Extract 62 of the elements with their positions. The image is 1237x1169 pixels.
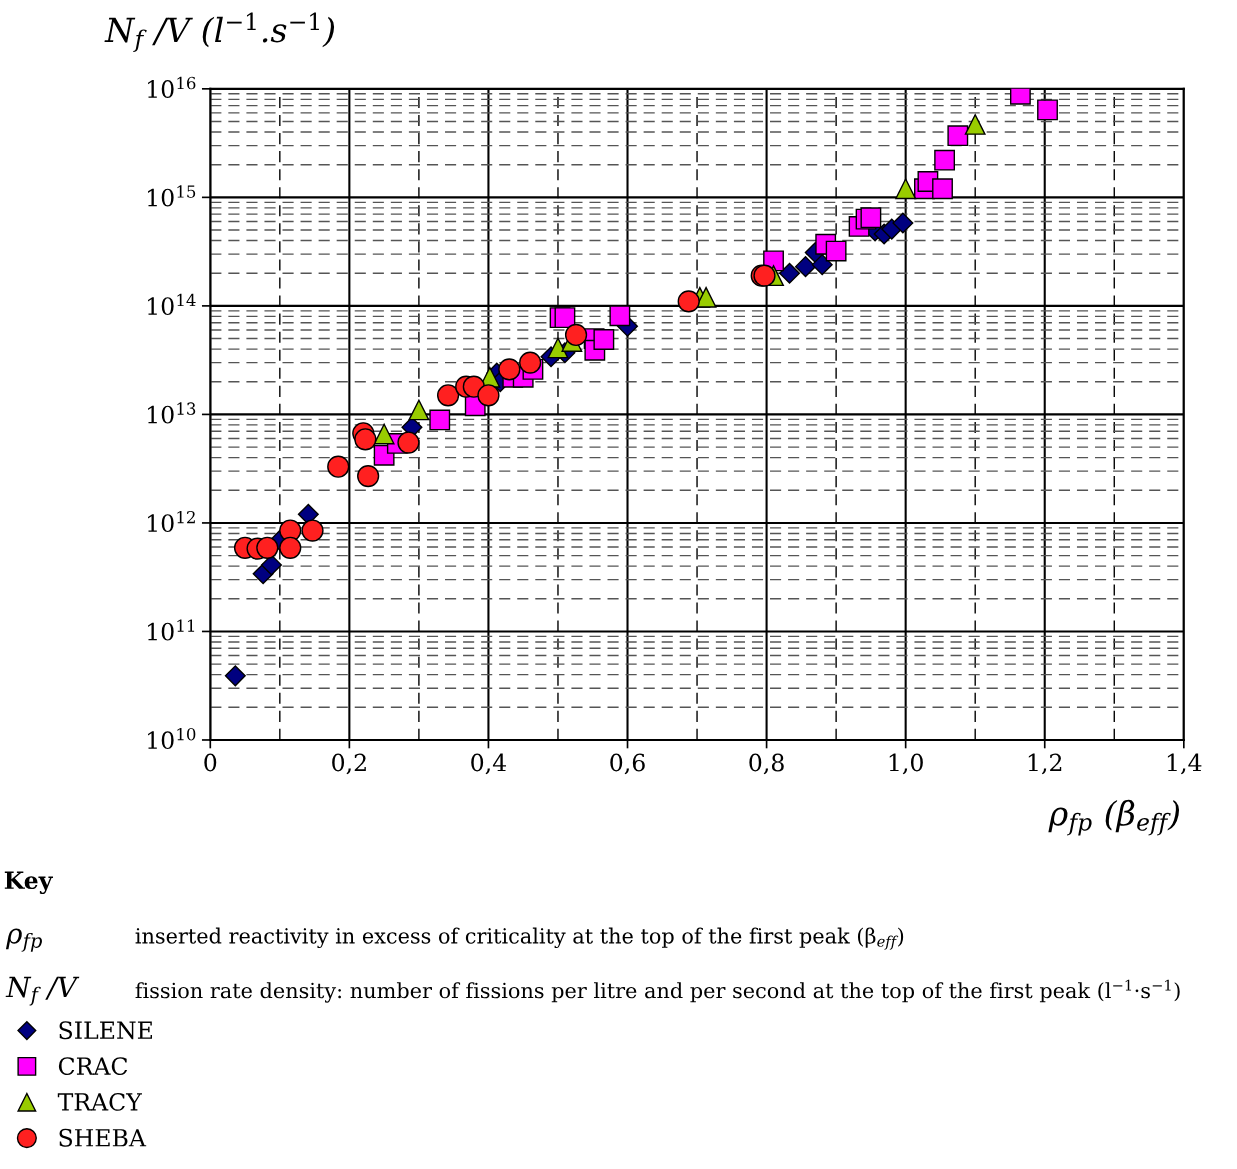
point — [593, 329, 615, 350]
point — [260, 554, 282, 576]
point — [519, 351, 542, 374]
legend-label: CRAC — [58, 1057, 128, 1076]
point — [357, 465, 380, 488]
y-tick-label: 10$^{15}$ — [148, 185, 196, 207]
point — [609, 305, 631, 327]
legend-label: SHEBA — [59, 1128, 147, 1147]
point — [373, 423, 395, 445]
x-tick-label: 0 — [204, 753, 217, 772]
text: ρ$_{fp}$ — [5, 928, 42, 952]
point — [934, 149, 956, 171]
point — [892, 212, 914, 234]
point — [932, 178, 953, 200]
point — [1037, 99, 1058, 121]
point — [677, 290, 700, 313]
legend-label: TRACY — [57, 1092, 142, 1111]
text: N$_{f}$ /V — [5, 976, 80, 1006]
point — [301, 519, 324, 542]
x-tick-label: 0,4 — [471, 753, 507, 775]
y-tick-label: 10$^{16}$ — [148, 76, 196, 98]
point — [297, 503, 319, 525]
text: Key — [4, 871, 54, 895]
y-tick-label: 10$^{13}$ — [148, 402, 196, 424]
point — [860, 207, 882, 229]
point — [947, 125, 969, 147]
x-tick-label: 0,6 — [610, 753, 645, 775]
point — [429, 409, 451, 431]
point — [408, 399, 430, 421]
point — [811, 254, 833, 276]
point — [397, 431, 420, 454]
y-tick-label: 10$^{11}$ — [148, 619, 195, 641]
point — [327, 455, 350, 478]
point — [695, 286, 717, 308]
point — [779, 262, 801, 284]
y-tick-label: 10$^{10}$ — [148, 727, 196, 750]
text: fission rate density: number of fissions per litre and per second at the top of the first peak (l$^{−1}$·s$^{−1}$) — [135, 979, 1180, 1003]
y-tick-label: 10$^{14}$ — [148, 293, 196, 316]
point — [554, 307, 576, 329]
point — [354, 428, 377, 451]
x-axis-title: ρ$_{fp}$ (β$_{eff}$) — [1048, 799, 1180, 836]
point — [256, 536, 279, 559]
point — [498, 358, 521, 381]
point — [477, 384, 500, 407]
point — [436, 384, 460, 407]
point — [825, 240, 847, 262]
text: inserted reactivity in excess of criticality at the top of the first peak (β$_{eff}$) — [135, 927, 904, 950]
x-tick-label: 1,2 — [1028, 753, 1062, 775]
point — [795, 256, 817, 278]
legend-label: SILENE — [59, 1021, 152, 1040]
point — [564, 323, 588, 347]
x-tick-label: 0,8 — [749, 753, 784, 775]
point — [279, 536, 302, 559]
point — [964, 114, 986, 135]
x-tick-label: 1,4 — [1167, 753, 1202, 775]
point — [895, 178, 917, 200]
y-axis-title: N$_{f}$ /V (l$^{−1}$.s$^{−1}$) — [104, 12, 335, 53]
x-tick-label: 1,0 — [889, 753, 923, 775]
x-tick-label: 0,2 — [332, 753, 366, 775]
y-tick-label: 10$^{12}$ — [148, 510, 195, 533]
point — [224, 665, 246, 687]
point — [547, 337, 569, 359]
